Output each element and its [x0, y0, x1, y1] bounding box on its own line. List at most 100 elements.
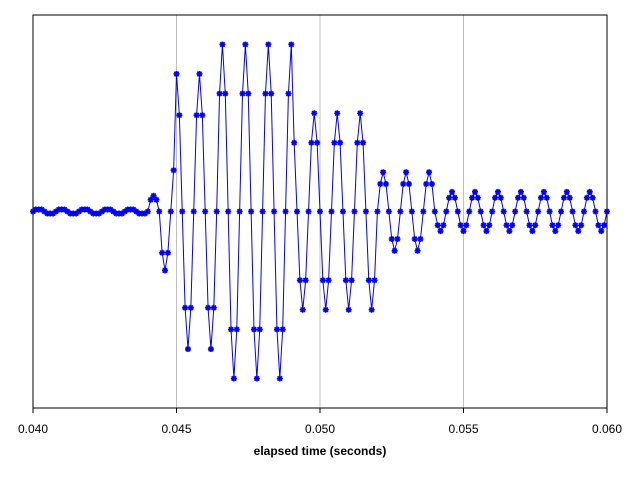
- data-point: [357, 110, 364, 117]
- data-point: [219, 41, 226, 48]
- data-point: [552, 228, 559, 235]
- data-point: [262, 90, 269, 97]
- data-point: [537, 194, 544, 201]
- data-point: [121, 208, 128, 215]
- data-point: [182, 304, 189, 311]
- data-point: [331, 139, 338, 146]
- data-point: [581, 208, 588, 215]
- data-point: [173, 70, 180, 77]
- x-tick-label: 0.040: [18, 422, 48, 436]
- data-point: [75, 208, 82, 215]
- data-point: [288, 41, 295, 48]
- data-point: [236, 208, 243, 215]
- data-point: [492, 194, 499, 201]
- data-point: [500, 208, 507, 215]
- data-point: [348, 277, 355, 284]
- data-point: [202, 208, 209, 215]
- data-point: [471, 188, 478, 195]
- data-point: [535, 208, 542, 215]
- data-point: [150, 192, 157, 199]
- data-point: [84, 206, 91, 213]
- data-point: [291, 139, 298, 146]
- x-tick-label: 0.050: [305, 422, 335, 436]
- data-point: [328, 208, 335, 215]
- data-point: [503, 222, 510, 229]
- data-point: [532, 222, 539, 229]
- data-point: [371, 277, 378, 284]
- data-point: [517, 188, 524, 195]
- data-point: [273, 326, 280, 333]
- data-point: [305, 208, 312, 215]
- data-point: [578, 222, 585, 229]
- data-point: [417, 236, 424, 243]
- data-point: [583, 194, 590, 201]
- data-point: [365, 277, 372, 284]
- data-point: [431, 208, 438, 215]
- data-point: [509, 222, 516, 229]
- data-point: [107, 206, 114, 213]
- data-point: [294, 208, 301, 215]
- data-point: [96, 210, 103, 217]
- data-point: [388, 236, 395, 243]
- data-point: [167, 208, 174, 215]
- data-point: [153, 196, 160, 203]
- data-point: [362, 208, 369, 215]
- data-point: [460, 228, 467, 235]
- data-point: [345, 306, 352, 313]
- data-point: [428, 180, 435, 187]
- data-point: [586, 188, 593, 195]
- data-point: [239, 90, 246, 97]
- data-point: [147, 196, 154, 203]
- data-point: [38, 206, 45, 213]
- data-point: [210, 304, 217, 311]
- data-point: [314, 139, 321, 146]
- data-point: [299, 306, 306, 313]
- data-point: [311, 110, 318, 117]
- data-point: [469, 194, 476, 201]
- data-point: [302, 277, 309, 284]
- data-point: [437, 228, 444, 235]
- data-point: [285, 90, 292, 97]
- data-point: [259, 208, 266, 215]
- data-point: [64, 208, 71, 215]
- data-point: [486, 222, 493, 229]
- data-point: [494, 188, 501, 195]
- data-point: [279, 326, 286, 333]
- data-point: [385, 208, 392, 215]
- data-point: [569, 208, 576, 215]
- data-point: [282, 208, 289, 215]
- data-point: [411, 236, 418, 243]
- data-point: [403, 169, 410, 176]
- data-point: [592, 208, 599, 215]
- data-point: [193, 112, 200, 119]
- data-point: [405, 180, 412, 187]
- data-point: [506, 228, 513, 235]
- data-point: [360, 139, 367, 146]
- data-point: [319, 277, 326, 284]
- data-point: [184, 346, 191, 353]
- data-point: [443, 208, 450, 215]
- data-point: [377, 180, 384, 187]
- data-point: [351, 208, 358, 215]
- data-point: [526, 222, 533, 229]
- data-point: [199, 112, 206, 119]
- data-point: [457, 222, 464, 229]
- data-point: [354, 139, 361, 146]
- data-point: [317, 208, 323, 215]
- data-point: [529, 228, 536, 235]
- data-point: [523, 208, 530, 215]
- data-point: [233, 326, 240, 333]
- data-point: [296, 277, 303, 284]
- data-point: [61, 206, 68, 213]
- data-point: [595, 222, 602, 229]
- data-point: [271, 208, 278, 215]
- data-point: [245, 90, 252, 97]
- data-point: [110, 208, 117, 215]
- data-point: [446, 194, 453, 201]
- data-point: [480, 222, 487, 229]
- data-point: [374, 208, 381, 215]
- data-point: [391, 247, 398, 254]
- data-point: [242, 41, 249, 48]
- data-point: [190, 208, 197, 215]
- data-point: [159, 249, 166, 256]
